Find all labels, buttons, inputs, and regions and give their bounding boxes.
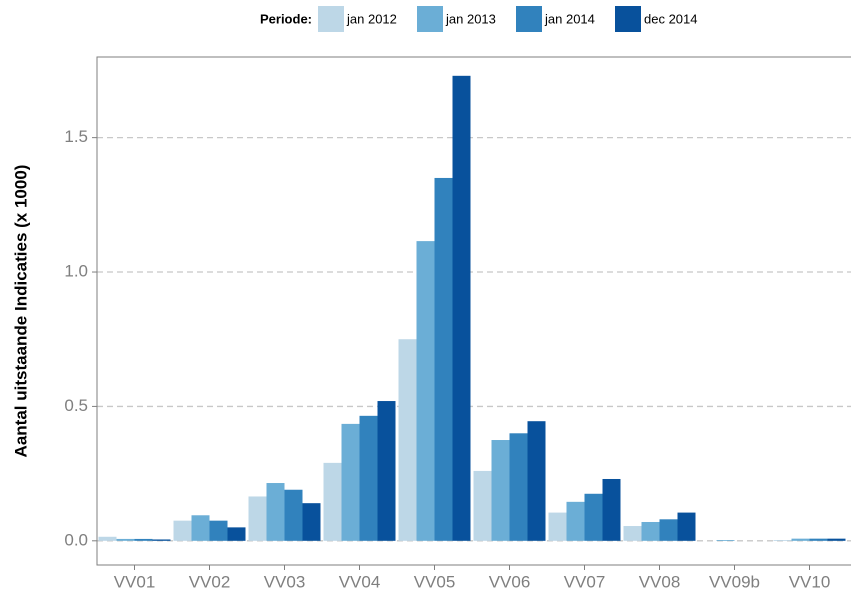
bar [284,489,303,541]
bar [359,415,378,541]
bar [398,339,417,541]
bar [716,540,735,541]
y-tick-label: 0.0 [64,530,88,549]
bar [827,538,846,541]
bar [416,241,435,541]
y-axis-label: Aantal uitstaande Indicaties (x 1000) [11,165,30,458]
bar [584,493,603,541]
bar [266,483,285,541]
legend-label: dec 2014 [644,11,698,26]
bar [152,539,171,541]
legend-swatch [615,6,641,32]
bar [227,527,246,541]
bar [623,526,642,541]
x-tick-label: VV08 [639,572,681,591]
bar [323,462,342,541]
x-tick-label: VV09b [709,572,760,591]
bar [473,470,492,541]
bar [134,538,153,541]
x-tick-label: VV03 [264,572,306,591]
bar [509,433,528,541]
x-tick-label: VV02 [189,572,231,591]
legend-label: jan 2012 [346,11,397,26]
bar [191,515,210,541]
bar [341,423,360,541]
bar [602,478,621,541]
x-tick-label: VV06 [489,572,531,591]
panel-border [96,56,851,566]
x-tick-label: VV04 [339,572,381,591]
bar [98,536,117,541]
bar [116,538,135,541]
y-tick-label: 1.0 [64,262,88,281]
bar [809,538,828,541]
legend-swatch [516,6,542,32]
bar [641,521,660,541]
bar [791,538,810,541]
bar [173,520,192,541]
bar [773,540,792,541]
bar [452,75,471,541]
y-tick-label: 0.5 [64,396,88,415]
bar [491,440,510,541]
legend-swatch [417,6,443,32]
bar [377,401,396,541]
legend-label: jan 2013 [445,11,496,26]
x-tick-label: VV07 [564,572,606,591]
legend-swatch [318,6,344,32]
bar [548,512,567,541]
bar [659,519,678,541]
legend-label: jan 2014 [544,11,595,26]
bar [302,503,321,541]
x-tick-label: VV01 [114,572,156,591]
bar [248,496,267,541]
x-tick-label: VV05 [414,572,456,591]
x-tick-label: VV10 [789,572,831,591]
bar [566,501,585,541]
bar [527,421,546,541]
bar [434,177,453,541]
bar [677,512,696,541]
y-tick-label: 1.5 [64,127,88,146]
bar [209,520,228,541]
legend-title: Periode: [260,11,312,26]
